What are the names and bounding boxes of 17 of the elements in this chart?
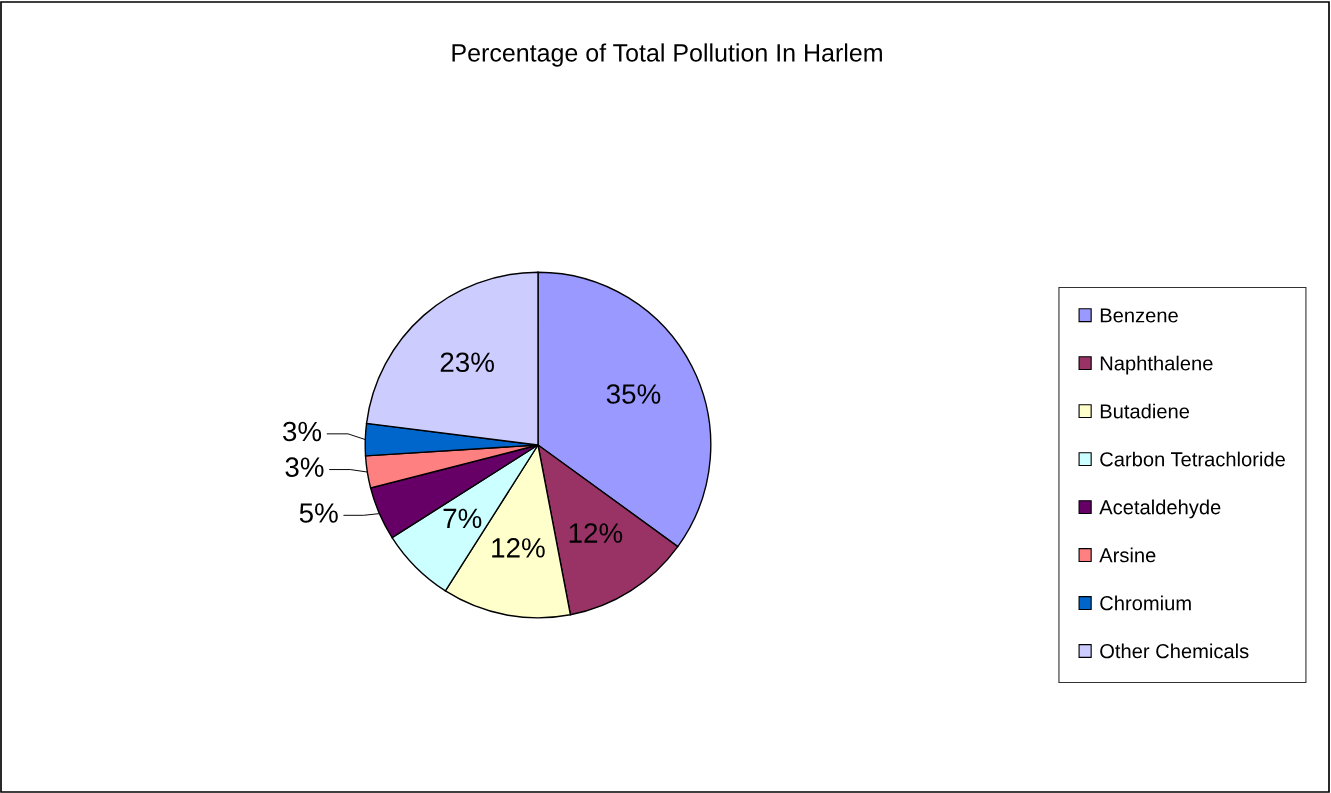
legend-label: Chromium [1100, 595, 1191, 611]
data-label: 23% [440, 352, 494, 373]
data-label: 5% [299, 503, 338, 523]
legend-label: Carbon Tetrachloride [1100, 451, 1285, 467]
data-label: 7% [443, 508, 482, 529]
legend-label: Naphthalene [1100, 355, 1213, 375]
data-label: 12% [569, 523, 623, 543]
legend-label: Arsine [1099, 547, 1156, 563]
data-label: 35% [606, 384, 661, 404]
data-label: 3% [283, 421, 322, 442]
chart-title: Percentage of Total Pollution In Harlem [452, 43, 882, 67]
data-label: 12% [492, 538, 545, 558]
data-label: 3% [285, 457, 324, 478]
legend-label: Benzene [1100, 308, 1178, 323]
legend-label: Other Chemicals [1100, 643, 1249, 659]
legend-label: Acetaldehyde [1099, 499, 1221, 519]
legend-label: Butadiene [1100, 403, 1190, 419]
